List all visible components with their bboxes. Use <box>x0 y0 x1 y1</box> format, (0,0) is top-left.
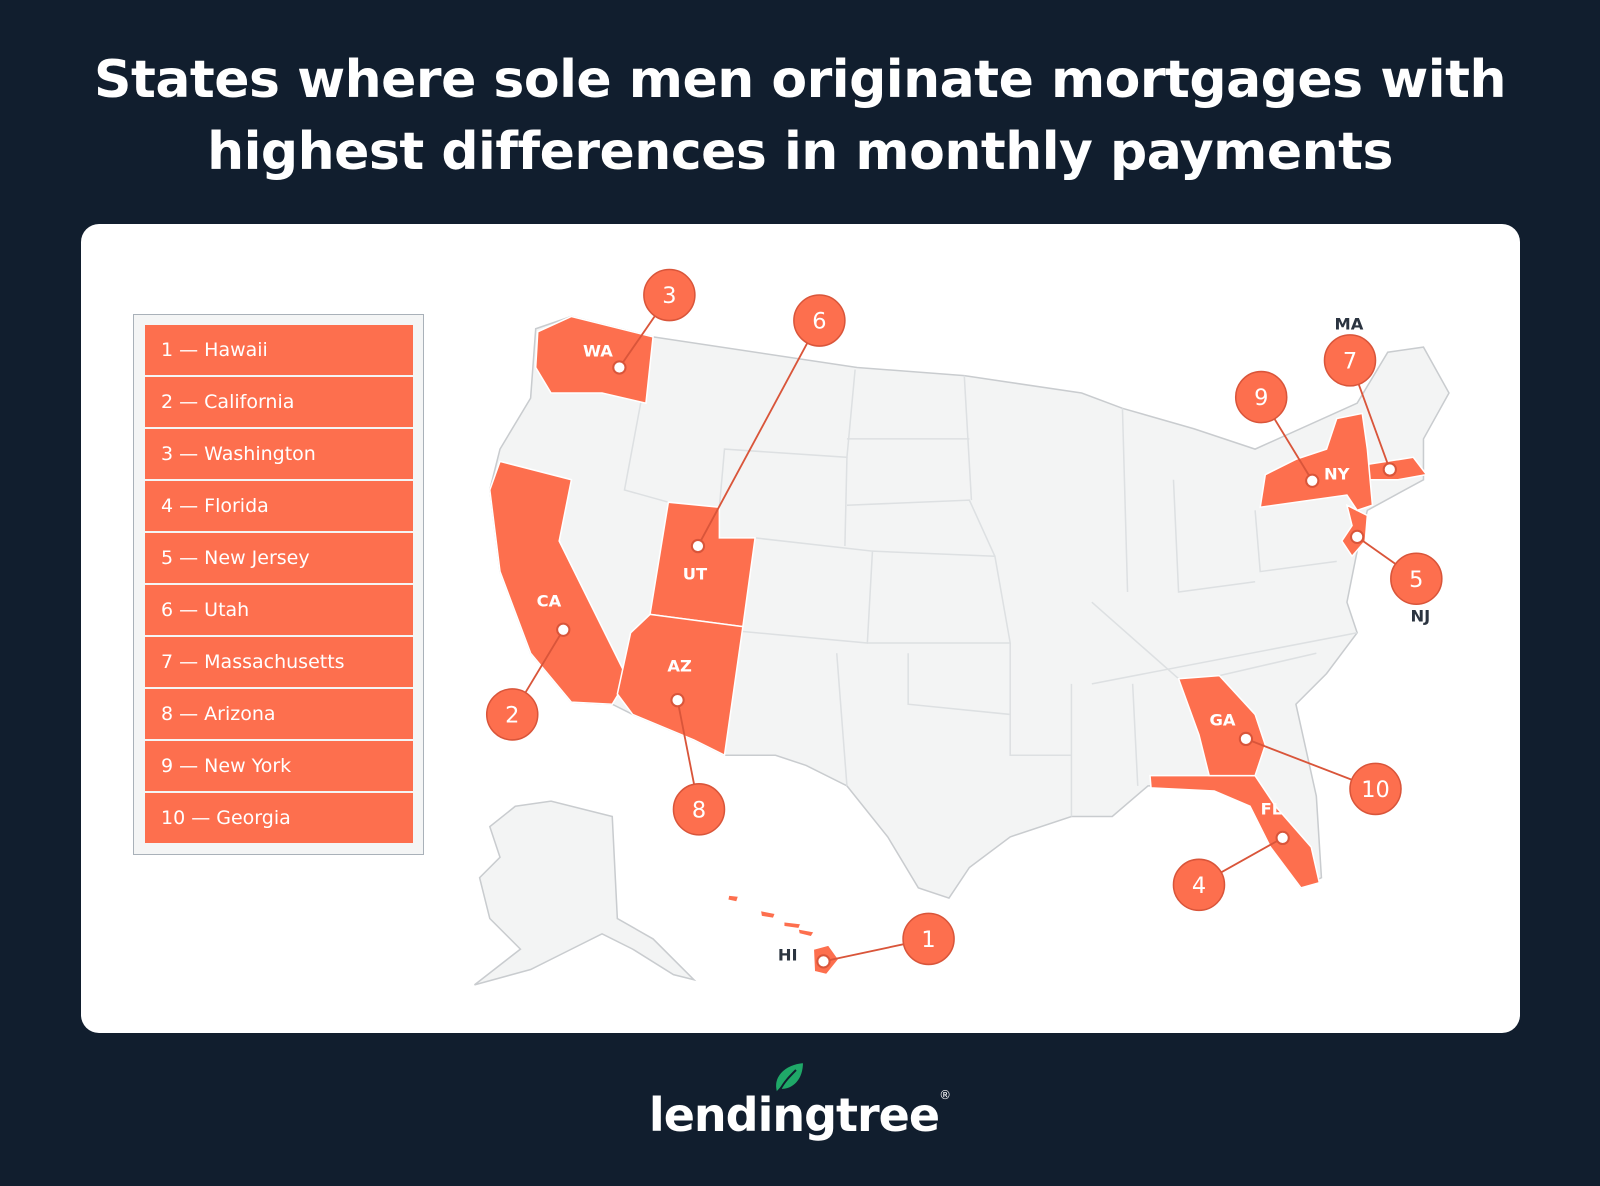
title-line-1: States where sole men originate mortgage… <box>94 50 1506 110</box>
state-abbr-label: MA <box>1335 315 1364 334</box>
rank-number: 1 <box>921 927 935 953</box>
registered-mark: ® <box>939 1088 952 1102</box>
state-abbr-label: HI <box>778 945 798 964</box>
legend-item: 10 — Georgia <box>145 793 413 843</box>
rank-number: 10 <box>1361 777 1390 803</box>
rank-number: 5 <box>1409 567 1423 593</box>
rank-badge <box>1234 370 1288 424</box>
legend-item: 7 — Massachusetts <box>145 637 413 687</box>
rank-number: 8 <box>692 797 706 823</box>
state-dot <box>670 693 685 708</box>
rank-badge <box>902 912 955 966</box>
state-dot <box>556 622 571 637</box>
state-abbr-label: WA <box>583 341 613 360</box>
state-dot <box>1382 462 1397 477</box>
rank-badge <box>1323 334 1377 387</box>
state-az-highlight <box>616 613 744 757</box>
state-ny-highlight <box>1259 412 1374 512</box>
state-ga-highlight <box>1177 674 1267 777</box>
state-wa-highlight <box>534 315 654 405</box>
leader-line <box>697 320 821 547</box>
legend-item: 9 — New York <box>145 741 413 791</box>
rank-badge <box>672 783 726 836</box>
state-abbr-label: FL <box>1261 799 1283 818</box>
legend-item: 8 — Arizona <box>145 689 413 739</box>
title-line-2: highest differences in monthly payments <box>207 122 1393 182</box>
state-abbr-label: GA <box>1209 711 1235 730</box>
alaska-shape <box>474 800 697 986</box>
legend-item: 3 — Washington <box>145 429 413 479</box>
state-dot <box>1238 731 1254 747</box>
legend-item: 1 — Hawaii <box>145 325 413 375</box>
legend-item: 5 — New Jersey <box>145 533 413 583</box>
rank-number: 3 <box>662 283 676 309</box>
rank-number: 9 <box>1254 385 1268 411</box>
ranking-legend: 1 — Hawaii 2 — California 3 — Washington… <box>133 314 424 855</box>
legend-item: 6 — Utah <box>145 585 413 635</box>
state-dot <box>690 538 706 554</box>
rank-number: 7 <box>1343 349 1357 375</box>
rank-badge <box>1390 552 1443 605</box>
state-dot <box>612 360 627 375</box>
state-abbr-label: CA <box>537 591 562 610</box>
legend-item: 4 — Florida <box>145 481 413 531</box>
state-dot <box>1305 473 1320 488</box>
state-abbr-label: NY <box>1324 465 1350 484</box>
rank-badge <box>643 268 696 322</box>
rank-badge <box>1349 762 1402 816</box>
lendingtree-logo: lendingtree® <box>0 1060 1600 1142</box>
page-title: States where sole men originate mortgage… <box>0 44 1600 188</box>
state-abbr-label: UT <box>683 565 708 584</box>
rank-badge <box>485 688 539 741</box>
state-abbr-label: AZ <box>667 657 692 676</box>
us-lower48-outline <box>489 315 1450 900</box>
state-abbr-label: NJ <box>1411 607 1431 626</box>
state-dot <box>1350 529 1365 545</box>
leaf-icon <box>774 1060 806 1093</box>
state-dot <box>816 954 831 969</box>
logo-text: lendingtree <box>648 1088 940 1142</box>
legend-item: 2 — California <box>145 377 413 427</box>
rank-number: 4 <box>1192 873 1206 899</box>
rank-number: 6 <box>812 309 826 335</box>
state-dot <box>1275 830 1290 846</box>
rank-number: 2 <box>505 703 519 729</box>
rank-badge <box>1172 858 1226 912</box>
rank-badge <box>793 294 846 347</box>
state-ca-highlight <box>489 460 629 706</box>
